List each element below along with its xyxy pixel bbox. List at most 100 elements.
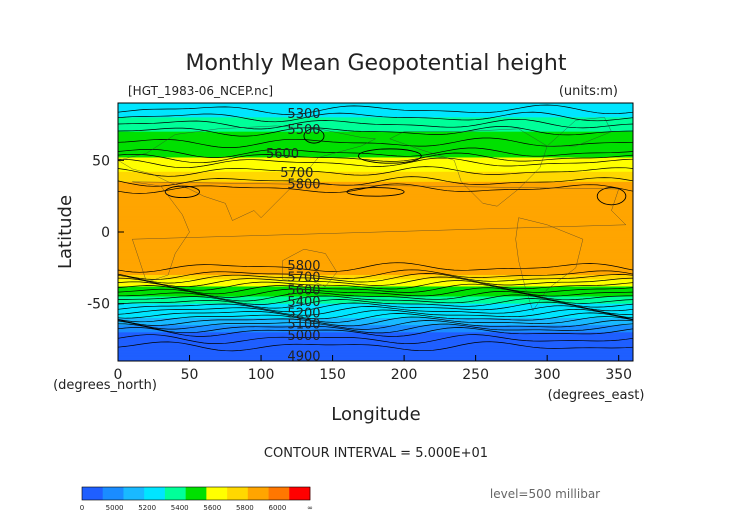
- height-band: [118, 254, 633, 257]
- plot-area: 5300550056005700580058005700560054005200…: [117, 102, 634, 364]
- colorbar-swatch: [289, 487, 311, 500]
- height-band: [118, 209, 633, 212]
- height-band: [118, 318, 633, 321]
- colorbar-swatch: [227, 487, 249, 500]
- continent-outline: [546, 117, 612, 147]
- height-band: [118, 220, 633, 223]
- height-band: [118, 223, 633, 226]
- height-band: [118, 237, 633, 240]
- height-band: [118, 270, 633, 273]
- height-band: [118, 227, 633, 230]
- height-band: [118, 253, 633, 256]
- height-band: [118, 299, 633, 302]
- contour-line: [118, 308, 633, 320]
- height-band: [118, 124, 633, 127]
- height-band: [118, 107, 633, 110]
- height-band: [118, 330, 633, 333]
- contour-line: [118, 312, 633, 323]
- colorbar-tick-label: 0: [80, 504, 84, 512]
- height-band: [118, 286, 633, 289]
- contour-line: [118, 298, 633, 309]
- contour-value-label: 5100: [287, 318, 320, 333]
- contour-value-label: 5200: [287, 306, 320, 321]
- height-band: [118, 279, 633, 282]
- height-band: [118, 340, 633, 343]
- height-band: [118, 264, 633, 267]
- height-band: [118, 134, 633, 137]
- height-band: [118, 189, 633, 192]
- contour-value-label: 5800: [287, 259, 320, 274]
- height-band: [118, 183, 633, 186]
- height-band: [118, 170, 633, 173]
- height-band: [118, 164, 633, 167]
- continent-outline: [282, 248, 338, 287]
- height-band: [118, 306, 633, 309]
- height-band: [118, 180, 633, 183]
- height-band: [118, 247, 633, 250]
- height-band: [118, 342, 633, 345]
- height-band: [118, 213, 633, 216]
- height-band: [118, 280, 633, 283]
- height-band: [118, 302, 633, 305]
- height-band: [118, 256, 633, 259]
- height-band: [118, 332, 633, 335]
- height-band: [118, 187, 633, 190]
- height-band: [118, 230, 633, 233]
- height-band: [118, 273, 633, 276]
- closed-contour: [357, 148, 422, 164]
- height-band: [118, 167, 633, 170]
- height-band: [118, 269, 633, 272]
- contour-line: [118, 104, 633, 115]
- height-band: [118, 118, 633, 121]
- height-band: [118, 239, 633, 242]
- contour-line: [118, 323, 633, 334]
- height-band: [118, 166, 633, 169]
- x-axis: 0 50 100 150 200 250 300 350: [114, 355, 632, 383]
- height-band: [118, 277, 633, 280]
- height-band: [118, 300, 633, 303]
- height-band: [118, 320, 633, 323]
- height-band: [118, 240, 633, 243]
- contour-line: [118, 126, 633, 137]
- height-band: [118, 121, 633, 124]
- contour-value-label: 5700: [280, 166, 313, 181]
- height-band: [118, 338, 633, 341]
- contour-line: [118, 301, 633, 313]
- contour-value-label: 5500: [287, 123, 320, 138]
- contour-line: [118, 152, 633, 164]
- height-band: [118, 108, 633, 111]
- contour-line: [118, 276, 633, 287]
- height-band: [118, 243, 633, 246]
- height-band: [118, 339, 633, 342]
- contour-line: [118, 262, 633, 273]
- height-band: [118, 131, 633, 134]
- height-band: [118, 196, 633, 199]
- height-band: [118, 260, 633, 263]
- height-band: [118, 120, 633, 123]
- height-band: [118, 282, 633, 285]
- height-band: [118, 191, 633, 194]
- contour-line: [118, 294, 633, 305]
- height-band: [118, 217, 633, 220]
- contour-line: [118, 341, 633, 352]
- height-band: [118, 297, 633, 300]
- colorbar-swatch: [144, 487, 166, 500]
- y-axis: 50 0 -50: [87, 153, 124, 313]
- height-band: [118, 171, 633, 174]
- y-tick-label: 0: [101, 225, 110, 241]
- height-band: [118, 144, 633, 147]
- contour-value-label: 5700: [287, 270, 320, 285]
- height-band: [118, 135, 633, 138]
- height-band: [118, 104, 633, 107]
- height-band: [118, 285, 633, 288]
- height-band: [118, 203, 633, 206]
- x-tick-label: 200: [391, 367, 418, 383]
- contour-value-label: 5000: [287, 329, 320, 344]
- contour-value-label: 5800: [287, 177, 320, 192]
- height-band: [118, 345, 633, 348]
- coastline-outlines: [118, 117, 627, 312]
- colorbar-tick-label: 5600: [203, 504, 221, 512]
- chart-title: Monthly Mean Geopotential height: [185, 51, 566, 76]
- y-tick-label: -50: [87, 297, 110, 313]
